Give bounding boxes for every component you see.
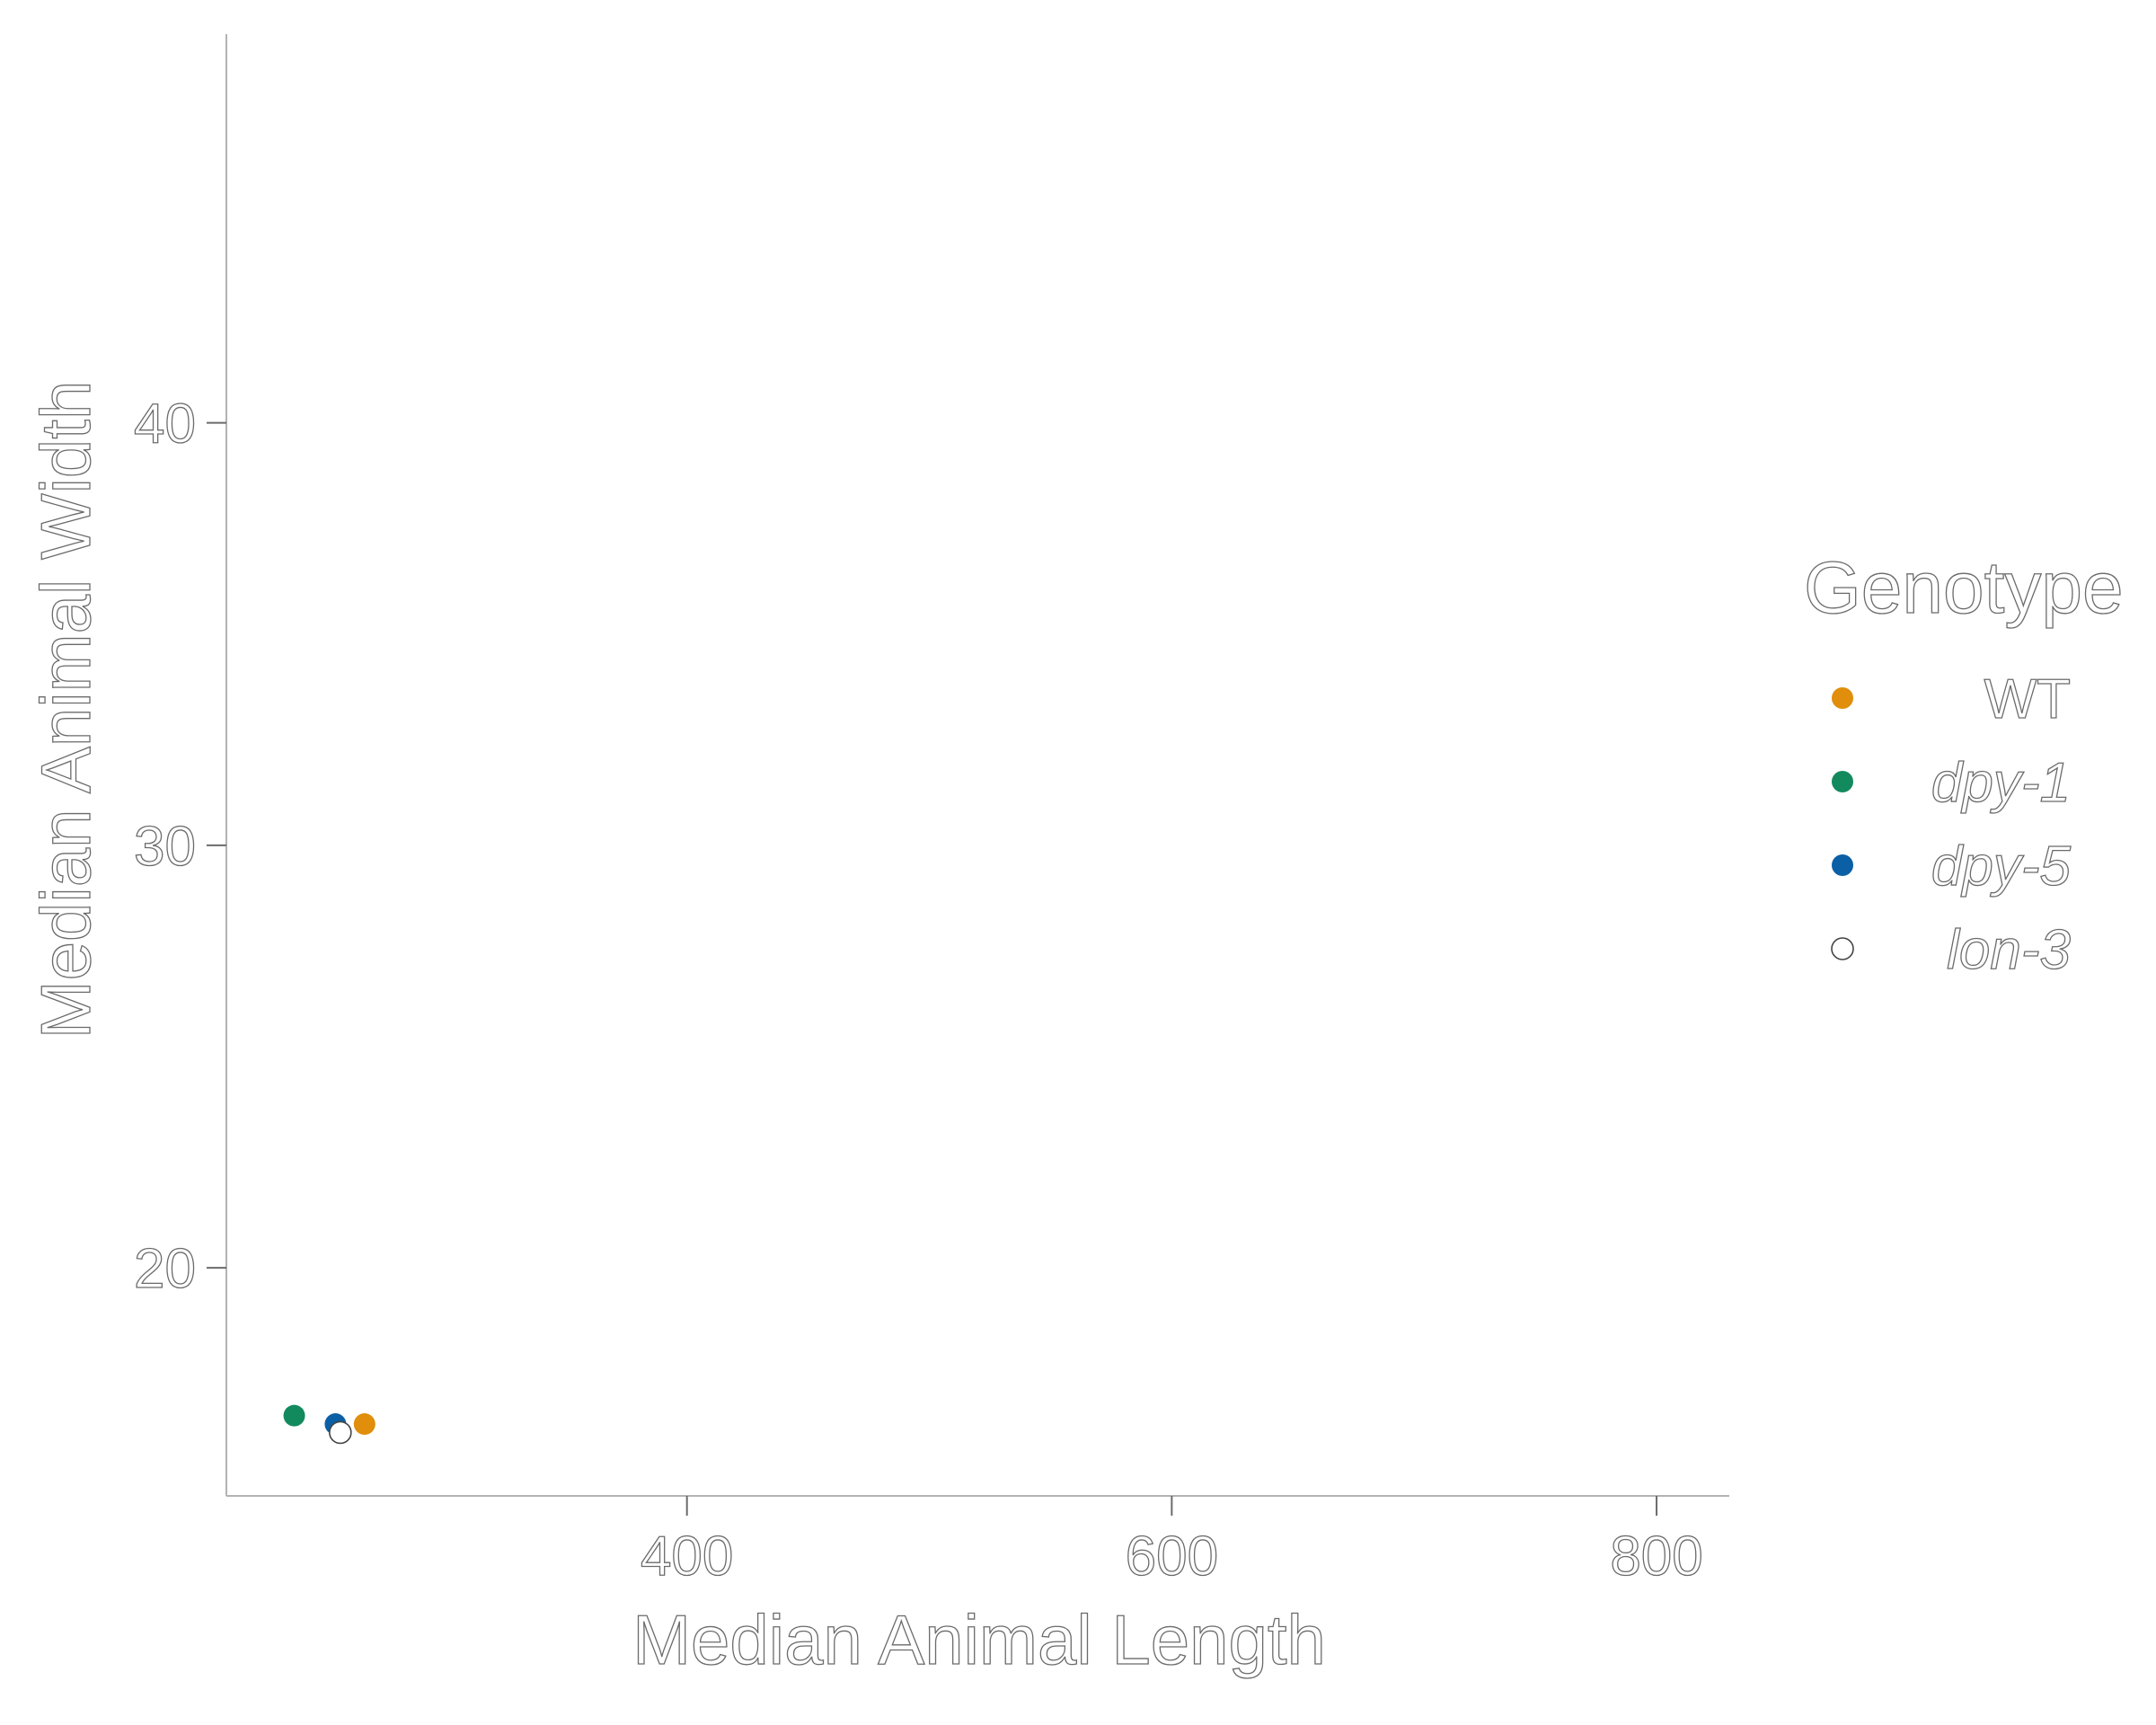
legend-label-dpy-5: dpy-5: [1931, 836, 2072, 898]
x-axis-label: Median Animal Length: [632, 1600, 1326, 1679]
data-point-dpy-1: [283, 1404, 305, 1427]
y-tick-label: 40: [134, 394, 196, 456]
y-axis-label: Median Animal Width: [26, 381, 105, 1039]
axes: [225, 34, 1729, 1497]
legend-items: WT dpy-1 dpy-5 lon-3: [1831, 668, 2072, 982]
legend: Genotype WT dpy-1 dpy-5 lon-3: [1803, 546, 2124, 982]
y-tick-label: 30: [134, 816, 196, 878]
x-tick-label: 800: [1610, 1526, 1702, 1588]
data-points: [283, 1404, 376, 1445]
legend-key-lon-3: [1831, 937, 1854, 960]
x-tick-label: 400: [641, 1526, 733, 1588]
legend-label-dpy-1: dpy-1: [1931, 752, 2071, 814]
legend-title: Genotype: [1804, 547, 2124, 629]
data-point-WT: [353, 1413, 376, 1436]
data-point-lon-3: [329, 1420, 352, 1445]
legend-label-WT: WT: [1984, 668, 2071, 730]
legend-key-WT: [1832, 687, 1853, 709]
y-tick-label: 20: [134, 1238, 196, 1300]
y-axis-ticks: 20 30 40: [133, 393, 226, 1301]
legend-label-lon-3: lon-3: [1947, 919, 2071, 981]
x-axis-ticks: 400 600 800: [640, 1496, 1703, 1588]
legend-key-dpy-5: [1832, 854, 1853, 876]
legend-key-dpy-1: [1832, 771, 1853, 792]
x-tick-label: 600: [1126, 1526, 1218, 1588]
